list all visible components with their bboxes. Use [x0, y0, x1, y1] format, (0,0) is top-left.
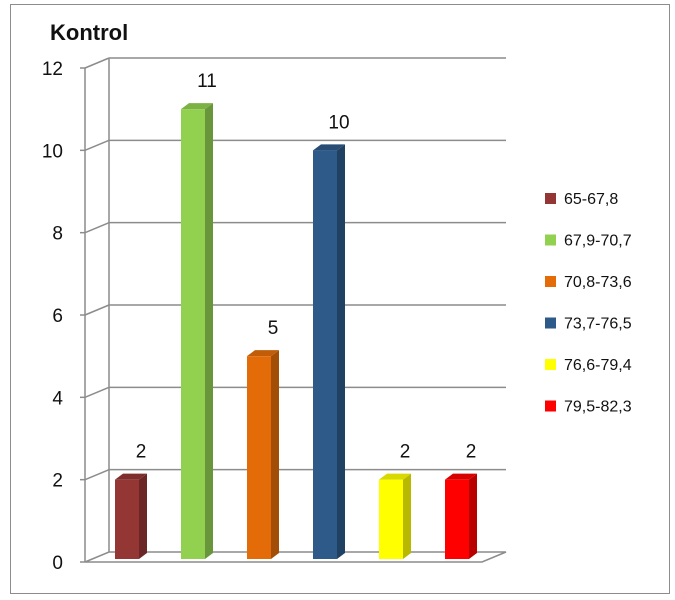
legend-item: 73,7-76,5 — [545, 316, 632, 333]
gridline-depth — [84, 304, 110, 316]
y-tick-label: 10 — [42, 141, 63, 162]
bar-front — [181, 109, 205, 560]
legend-item: 67,9-70,7 — [545, 233, 632, 250]
chart-title: Kontrol — [50, 20, 128, 45]
legend-swatch — [545, 317, 556, 329]
gridline-depth — [84, 139, 110, 152]
gridline-depth — [84, 57, 110, 69]
data-label: 11 — [197, 71, 217, 92]
y-tick-label: 12 — [42, 59, 63, 80]
legend-label: 65-67,8 — [564, 191, 618, 208]
bars — [115, 103, 477, 560]
floor — [84, 551, 507, 563]
bar-top — [181, 103, 213, 110]
legend-label: 76,6-79,4 — [564, 357, 632, 374]
legend: 65-67,8 67,9-70,7 70,8-73,6 73,7-76,5 76,6-7… — [545, 191, 632, 416]
legend-swatch — [545, 359, 556, 370]
bar-side — [139, 473, 147, 559]
legend-label: 67,9-70,7 — [564, 233, 632, 250]
gridline-depth — [84, 386, 110, 399]
bar-top — [247, 350, 279, 357]
y-tick-label: 6 — [52, 306, 63, 327]
bar — [115, 473, 147, 559]
legend-item: 76,6-79,4 — [545, 357, 632, 374]
bar-side — [403, 473, 411, 559]
legend-item: 70,8-73,6 — [545, 274, 632, 291]
bar-top — [445, 473, 477, 480]
legend-label: 79,5-82,3 — [564, 399, 632, 416]
bar-side — [205, 103, 213, 560]
y-tick-label: 4 — [52, 388, 63, 409]
y-axis: 0 2 4 6 8 10 12 — [42, 59, 64, 574]
legend-item: 79,5-82,3 — [545, 399, 632, 416]
legend-item: 65-67,8 — [545, 191, 618, 208]
y-tick-label: 2 — [52, 471, 63, 492]
bar — [379, 473, 411, 559]
legend-label: 70,8-73,6 — [564, 274, 632, 291]
data-labels: 2 11 5 10 2 2 — [136, 71, 477, 463]
legend-swatch — [545, 193, 556, 204]
bar — [313, 144, 345, 560]
bar — [445, 473, 477, 559]
bar — [181, 103, 213, 560]
y-tick-label: 0 — [52, 553, 63, 574]
legend-swatch — [545, 276, 556, 287]
data-label: 10 — [328, 112, 349, 133]
bar-front — [445, 479, 469, 559]
bar-top — [313, 144, 345, 151]
bar-front — [247, 356, 271, 559]
data-label: 5 — [268, 318, 279, 339]
y-tick-label: 8 — [52, 224, 63, 245]
data-label: 2 — [400, 442, 411, 463]
bar-front — [379, 479, 403, 559]
grid — [80, 57, 507, 563]
legend-swatch — [545, 400, 556, 412]
bar-side — [337, 144, 345, 560]
gridline-depth — [84, 221, 110, 234]
bar-front — [313, 150, 337, 560]
gridline-depth — [84, 468, 110, 481]
bar-front — [115, 479, 139, 559]
bar-side — [271, 350, 279, 559]
data-label: 2 — [136, 442, 147, 463]
data-label: 2 — [466, 442, 477, 463]
bar-top — [379, 473, 411, 480]
bar-top — [115, 473, 147, 480]
bar — [247, 350, 279, 559]
legend-label: 73,7-76,5 — [564, 316, 632, 333]
legend-swatch — [545, 234, 556, 246]
bar-side — [469, 473, 477, 559]
